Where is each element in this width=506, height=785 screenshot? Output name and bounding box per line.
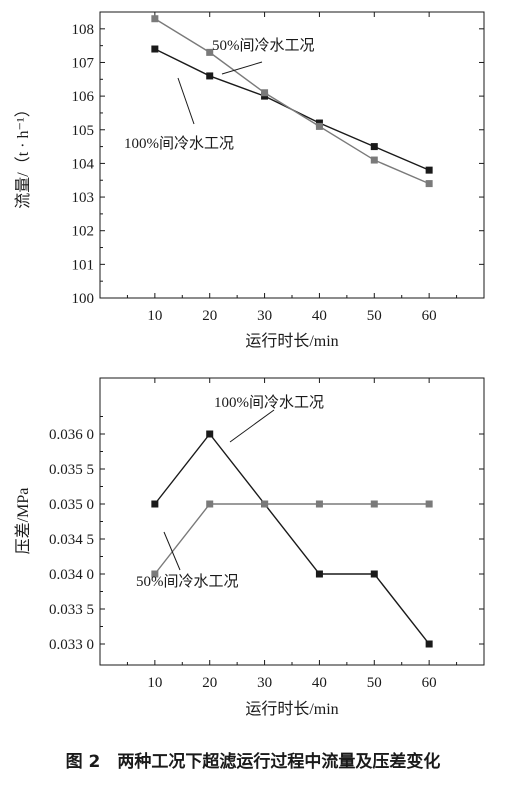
y-tick-label: 0.034 5 [49,532,94,548]
y-tick-label: 0.036 0 [49,427,94,443]
x-tick-label: 60 [422,308,437,324]
x-tick-label: 10 [147,675,162,691]
figure-caption: 图 2 两种工况下超滤运行过程中流量及压差变化 [66,751,441,772]
y-tick-label: 101 [72,257,95,273]
data-point-series-1 [425,500,433,508]
y-tick-label: 0.033 0 [49,637,94,653]
x-tick-label: 40 [312,675,327,691]
data-point-series-0 [425,166,433,174]
data-point-series-1 [151,570,159,578]
data-point-series-0 [370,143,378,151]
data-point-series-1 [206,500,214,508]
y-tick-label: 0.035 0 [49,497,94,513]
annotation-leader-line [221,61,263,75]
data-point-series-1 [261,89,269,97]
plot-frame [99,377,485,666]
y-tick-label: 103 [72,190,95,206]
x-tick-label: 30 [257,308,272,324]
data-point-series-1 [315,122,323,130]
y-tick-label: 105 [72,123,95,139]
x-tick-label: 40 [312,308,327,324]
data-point-series-0 [151,500,159,508]
y-tick-label: 108 [72,22,95,38]
x-tick-label: 30 [257,675,272,691]
x-tick-label: 20 [202,308,217,324]
series-annotation-label: 50%间冷水工况 [136,573,239,590]
pressure-difference-chart: 10 20 30 40 50 60 0.033 0 0.033 5 0.034 0 0.034 5… [14,377,485,718]
plot-frame [99,11,485,299]
data-point-series-0 [425,640,433,648]
data-point-series-1 [261,500,269,508]
y-tick-label: 102 [72,224,95,240]
data-point-series-0 [315,570,323,578]
data-point-series-0 [370,570,378,578]
annotation-leader-line [229,409,275,443]
data-point-series-0 [151,45,159,53]
x-axis-label: 运行时长/min [245,332,338,350]
x-axis-label: 运行时长/min [245,700,338,718]
series-line-0 [154,432,430,645]
y-tick-label: 106 [72,89,95,105]
data-point-series-1 [425,180,433,188]
data-point-series-1 [206,48,214,56]
data-point-series-1 [370,156,378,164]
flow-rate-chart: 10 20 30 40 50 60 100 101 102 103 104 105 106 107 108 运… [14,11,485,350]
series-line-1 [154,18,430,185]
y-tick-label: 0.033 5 [49,602,94,618]
y-tick-label: 100 [72,291,95,307]
x-tick-label: 60 [422,675,437,691]
y-tick-label: 0.034 0 [49,567,94,583]
data-point-series-0 [206,430,214,438]
y-axis-label: 压差/MPa [14,488,32,555]
data-point-series-0 [206,72,214,80]
y-tick-label: 0.035 5 [49,462,94,478]
y-tick-label: 104 [72,156,95,172]
x-tick-label: 20 [202,675,217,691]
series-annotation-label: 100%间冷水工况 [124,135,234,152]
y-tick-label: 107 [72,55,95,71]
x-tick-label: 50 [367,675,382,691]
annotation-leader-line [177,77,195,125]
x-tick-label: 10 [147,308,162,324]
series-annotation-label: 100%间冷水工况 [214,394,324,411]
y-axis-label: 流量/（t · h⁻¹） [14,101,32,208]
data-point-series-1 [370,500,378,508]
x-tick-label: 50 [367,308,382,324]
series-line-1 [154,503,430,575]
series-annotation-label: 50%间冷水工况 [212,37,315,54]
annotation-leader-line [163,531,181,571]
data-point-series-1 [151,15,159,23]
data-point-series-1 [315,500,323,508]
